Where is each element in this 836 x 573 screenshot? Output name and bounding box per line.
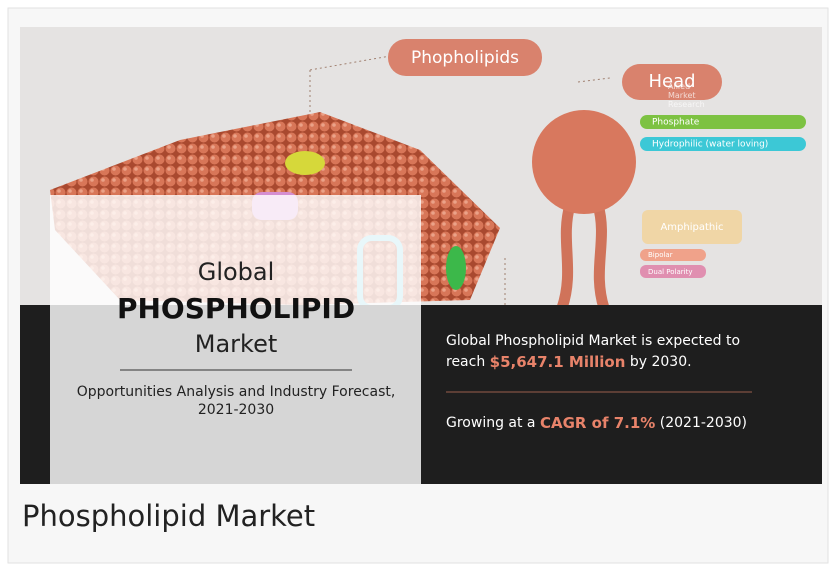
fact: reach $5,647.1 Million by 2030. — [446, 353, 692, 371]
bar — [640, 115, 806, 129]
panel-subtitle: 2021-2030 — [198, 402, 274, 418]
panel-text: Global — [198, 258, 275, 286]
protein — [285, 151, 325, 175]
label-pill — [388, 39, 542, 76]
label: Hydrophilic (water loving) — [652, 140, 768, 150]
title-panel — [50, 195, 421, 484]
fact: Growing at a CAGR of 7.1% (2021-2030) — [446, 414, 747, 432]
label-pill — [622, 64, 722, 100]
label: Bipolar — [648, 251, 673, 259]
label: Head — [648, 71, 695, 92]
bar — [640, 249, 706, 261]
bar — [640, 137, 806, 151]
tails — [556, 199, 610, 314]
label: Amphipathic — [660, 222, 723, 233]
label: Dual Polarity — [648, 268, 693, 276]
connector — [309, 55, 391, 112]
panel-text: Market — [195, 330, 278, 358]
protein — [446, 246, 466, 290]
connector — [504, 77, 611, 305]
caption: Phospholipid Market — [22, 499, 315, 533]
box — [642, 210, 742, 244]
bar — [640, 265, 706, 278]
fact: Global Phospholipid Market is expected t… — [446, 333, 740, 349]
head-sphere — [532, 110, 636, 214]
label: Phopholipids — [411, 48, 519, 68]
watermark: Allied Market Research — [668, 82, 705, 109]
panel-title: PHOSPHOLIPID — [117, 292, 355, 325]
label: Phosphate — [652, 118, 700, 128]
panel-subtitle: Opportunities Analysis and Industry Fore… — [77, 384, 396, 400]
